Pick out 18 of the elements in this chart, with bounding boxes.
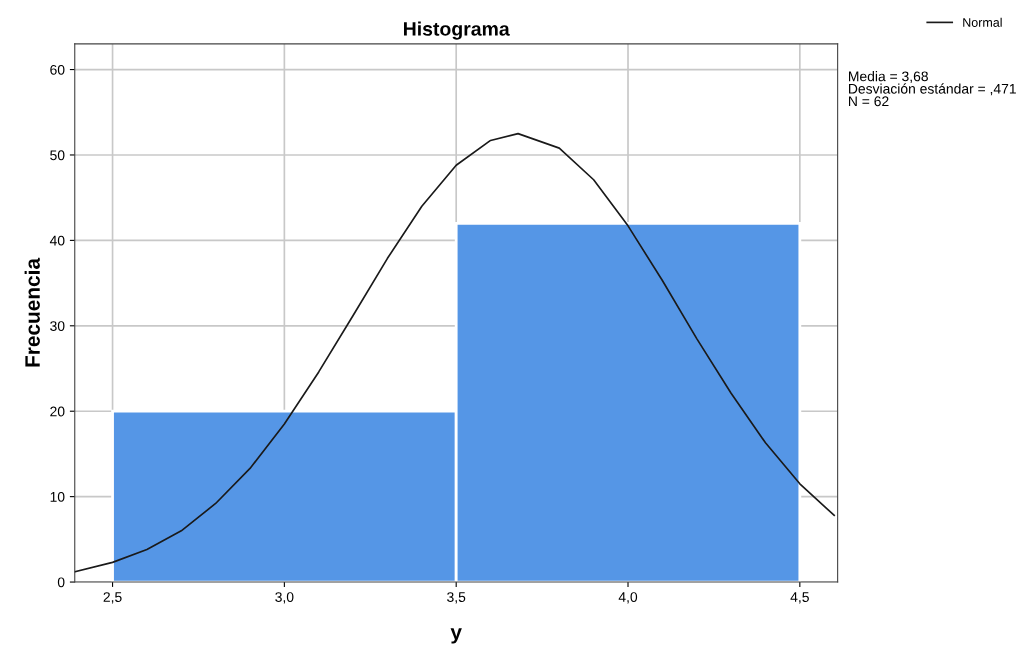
y-tick-label: 60 (50, 64, 65, 75)
y-tick-label: 20 (50, 406, 65, 417)
chart-title: Histograma (404, 21, 510, 40)
x-tick-label: 4,5 (790, 592, 809, 604)
legend-label: Normal (963, 17, 1002, 27)
x-tick-label: 2,5 (103, 592, 122, 604)
y-tick-label: 50 (50, 150, 65, 161)
x-tick-label: 3,0 (275, 592, 294, 604)
y-tick-label: 10 (50, 491, 65, 502)
x-axis-title: y (450, 628, 462, 644)
line-series (74, 132, 836, 573)
y-tick-label: 30 (50, 321, 65, 331)
x-tick-label: 3,5 (447, 592, 466, 604)
y-tick-label: 40 (49, 235, 65, 246)
x-tick-label: 4,0 (618, 592, 638, 604)
y-axis-title: Frecuencia (24, 257, 40, 367)
text: Media = 3,68 Desviación estándar = ,471 N = 62 (849, 71, 1016, 107)
y-tick-label: 0 (57, 577, 65, 588)
